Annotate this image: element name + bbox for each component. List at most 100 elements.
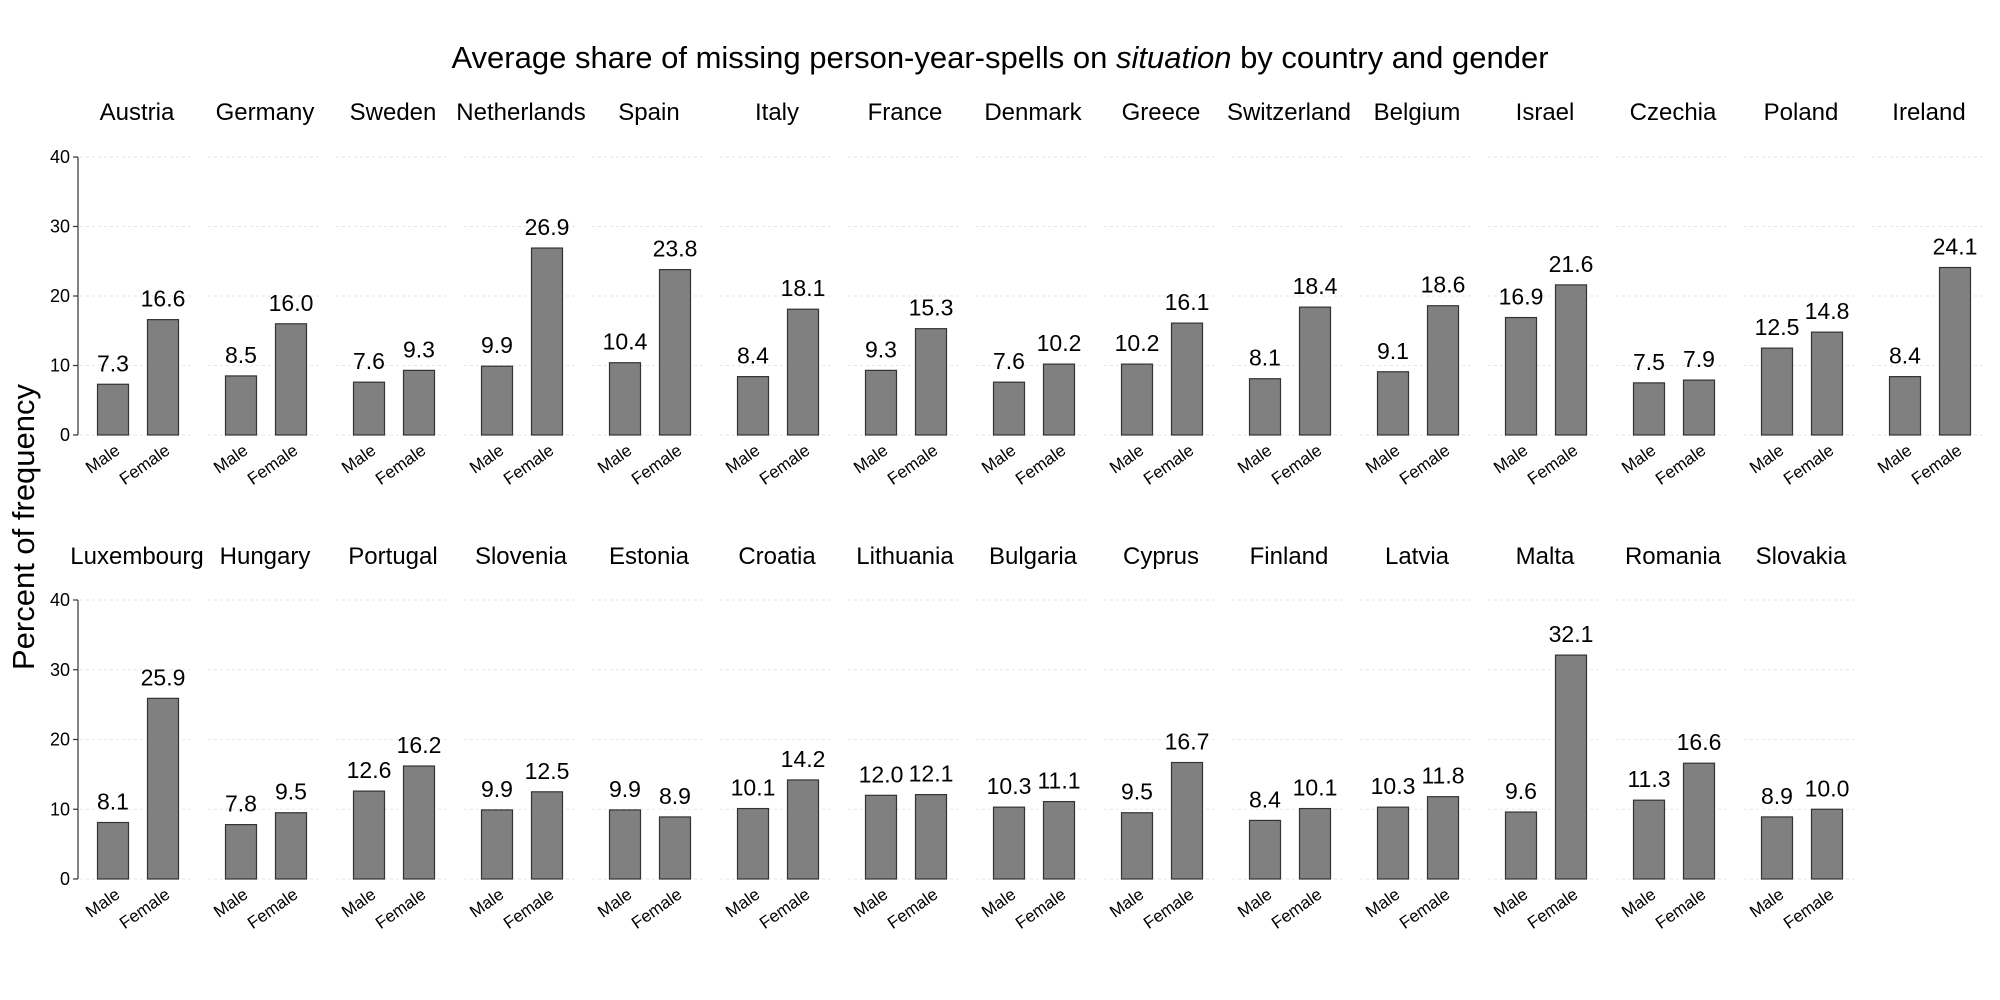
bar-male xyxy=(992,381,1026,436)
bar-male xyxy=(1120,363,1154,436)
chart-title: Average share of missing person-year-spe… xyxy=(451,40,1548,75)
bar-female xyxy=(1298,807,1332,880)
facet-title: Finland xyxy=(1250,543,1329,570)
data-label: 10.3 xyxy=(987,773,1032,799)
facet-title: Austria xyxy=(100,99,175,126)
data-label: 32.1 xyxy=(1549,621,1594,647)
data-label: 8.4 xyxy=(1889,343,1921,369)
x-tick-label: Female xyxy=(500,441,557,489)
data-label: 10.0 xyxy=(1805,775,1850,801)
data-label: 10.1 xyxy=(731,775,776,801)
facet-title: Estonia xyxy=(609,543,690,570)
data-label: 26.9 xyxy=(525,214,570,240)
bar-male xyxy=(1632,382,1666,436)
bar-male xyxy=(1888,376,1922,436)
data-label: 7.8 xyxy=(225,791,257,817)
data-label: 9.9 xyxy=(481,776,513,802)
x-tick-label: Female xyxy=(756,885,813,933)
bar-male xyxy=(608,809,642,880)
bar-male xyxy=(96,383,130,436)
facet-title: Croatia xyxy=(738,543,816,570)
bar-male xyxy=(736,807,770,880)
x-tick-label: Female xyxy=(1396,885,1453,933)
bar-male xyxy=(1504,316,1538,436)
data-label: 10.3 xyxy=(1371,773,1416,799)
bar-female xyxy=(1810,808,1844,880)
bar-male xyxy=(736,376,770,436)
data-label: 8.1 xyxy=(97,789,129,815)
x-tick-label: Female xyxy=(884,885,941,933)
x-tick-label: Female xyxy=(1012,885,1069,933)
bar-female xyxy=(1042,363,1076,436)
bar-male xyxy=(352,381,386,436)
facet-title: Romania xyxy=(1625,543,1722,570)
data-label: 14.2 xyxy=(781,746,826,772)
bar-male xyxy=(224,375,258,436)
data-label: 8.9 xyxy=(1761,783,1793,809)
data-label: 10.1 xyxy=(1293,775,1338,801)
bar-female xyxy=(1554,654,1588,880)
data-label: 12.1 xyxy=(909,761,954,787)
data-label: 14.8 xyxy=(1805,298,1850,324)
x-tick-label: Female xyxy=(884,441,941,489)
data-label: 8.4 xyxy=(1249,786,1281,812)
bar-female xyxy=(1170,322,1204,436)
y-tick-label: 40 xyxy=(50,147,70,167)
facet-title: Israel xyxy=(1516,99,1575,126)
bar-female xyxy=(658,816,692,880)
data-label: 16.7 xyxy=(1165,729,1210,755)
data-label: 8.1 xyxy=(1249,345,1281,371)
x-tick-label: Female xyxy=(1268,441,1325,489)
x-tick-label: Female xyxy=(1908,441,1965,489)
y-tick-label: 0 xyxy=(60,869,70,889)
data-label: 11.3 xyxy=(1627,766,1670,792)
data-label: 15.3 xyxy=(909,295,954,321)
x-tick-label: Female xyxy=(116,885,173,933)
bar-female xyxy=(786,308,820,436)
data-label: 12.6 xyxy=(347,757,392,783)
data-label: 9.1 xyxy=(1377,338,1409,364)
data-label: 8.4 xyxy=(737,343,769,369)
data-label: 9.5 xyxy=(1121,779,1153,805)
bar-female xyxy=(274,812,308,880)
x-tick-label: Female xyxy=(1652,885,1709,933)
x-tick-label: Female xyxy=(1780,441,1837,489)
facet-title: Netherlands xyxy=(456,99,585,126)
data-label: 11.1 xyxy=(1037,768,1080,794)
facet-title: Sweden xyxy=(350,99,437,126)
bar-female xyxy=(1938,266,1972,436)
facet-title: Ireland xyxy=(1892,99,1965,126)
x-tick-label: Female xyxy=(628,441,685,489)
bar-male xyxy=(1376,371,1410,436)
data-label: 9.3 xyxy=(865,336,897,362)
x-tick-label: Female xyxy=(1780,885,1837,933)
facet-title: Czechia xyxy=(1630,99,1717,126)
data-label: 16.6 xyxy=(1677,729,1722,755)
y-tick-label: 30 xyxy=(50,217,70,237)
facet-title: Malta xyxy=(1516,543,1575,570)
y-tick-label: 40 xyxy=(50,590,70,610)
x-tick-label: Female xyxy=(500,885,557,933)
facet-title: Luxembourg xyxy=(70,543,203,570)
bar-male xyxy=(1120,812,1154,880)
data-label: 10.4 xyxy=(603,329,648,355)
x-tick-label: Female xyxy=(244,885,301,933)
bar-male xyxy=(1504,811,1538,880)
bar-female xyxy=(1682,762,1716,880)
bar-female xyxy=(1554,284,1588,436)
y-axis-label: Percent of frequency xyxy=(6,383,41,670)
y-tick-label: 20 xyxy=(50,286,70,306)
